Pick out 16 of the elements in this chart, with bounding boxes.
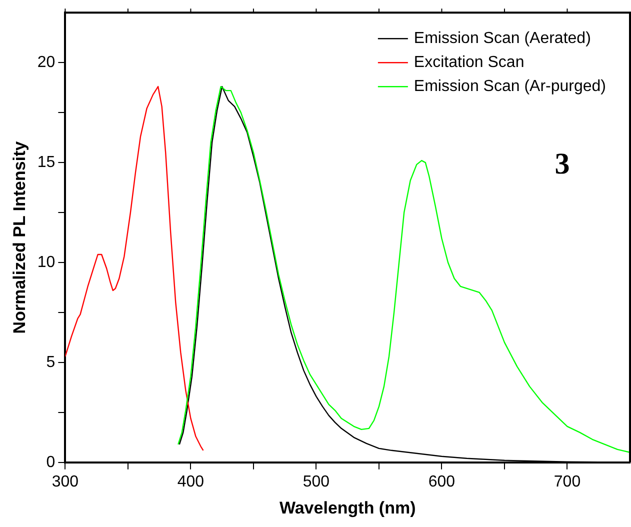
x-tick-label: 400	[177, 473, 204, 490]
y-tick-label: 0	[46, 454, 56, 471]
x-tick-label: 500	[302, 473, 330, 490]
x-tick-label: 700	[554, 473, 581, 490]
annotation: 3	[554, 147, 570, 180]
legend-label: Emission Scan (Aerated)	[414, 30, 591, 48]
y-tick-label: 5	[46, 354, 56, 371]
y-tick-label: 10	[37, 254, 56, 271]
x-tick-label: 300	[52, 473, 79, 490]
x-tick-label: 600	[428, 473, 456, 490]
y-tick-label: 15	[37, 154, 56, 171]
legend-label: Excitation Scan	[414, 54, 524, 72]
legend-label: Emission Scan (Ar-purged)	[414, 78, 606, 96]
y-axis-title: Normalized PL Intensity	[10, 140, 29, 334]
x-axis-title: Wavelength (nm)	[279, 498, 416, 518]
y-tick-label: 20	[37, 54, 56, 71]
